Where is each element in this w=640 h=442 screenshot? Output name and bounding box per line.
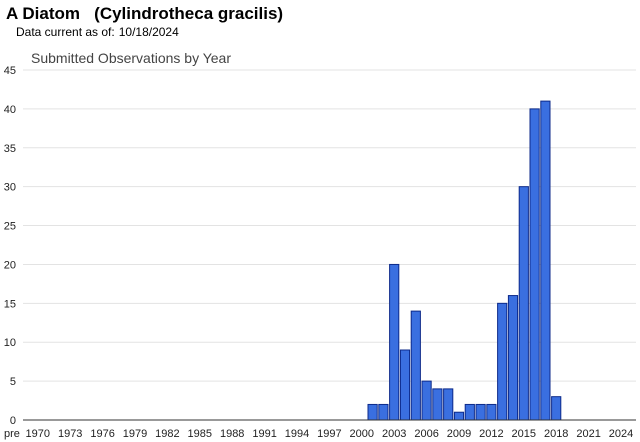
x-tick-label: 2003	[382, 428, 406, 440]
data-current-date: 10/18/2024	[118, 25, 179, 39]
bar-2016	[529, 108, 540, 421]
bar-2007	[432, 388, 443, 421]
bar-2009	[453, 411, 465, 421]
x-tick-label: 2021	[576, 428, 600, 440]
x-tick-label: pre	[4, 428, 20, 440]
bar-2017	[540, 100, 551, 421]
x-tick-label: 1976	[90, 428, 114, 440]
y-tick-label: 40	[4, 104, 16, 116]
bar-2004	[399, 349, 411, 421]
bar-2015	[518, 186, 529, 421]
y-tick-label: 5	[10, 376, 16, 388]
x-tick-label: 1973	[58, 428, 82, 440]
chart-title: Submitted Observations by Year	[31, 50, 231, 66]
bar-2013	[497, 302, 508, 421]
bar-2005	[410, 310, 421, 421]
x-tick-label: 1979	[123, 428, 147, 440]
y-tick-label: 35	[4, 143, 16, 155]
x-tick-label: 2000	[350, 428, 374, 440]
page-title: A Diatom (Cylindrotheca gracilis)	[6, 4, 284, 23]
x-tick-label: 1970	[26, 428, 50, 440]
y-tick-label: 45	[4, 65, 16, 77]
bar-2011	[475, 403, 486, 421]
bar-2002	[378, 403, 389, 421]
y-tick-label: 25	[4, 221, 16, 233]
y-tick-label: 30	[4, 182, 16, 194]
x-tick-label: 1988	[220, 428, 244, 440]
data-current-line: Data current as of: 10/18/2024	[16, 25, 179, 39]
bar-2012	[486, 403, 497, 421]
x-tick-label: 1985	[188, 428, 212, 440]
x-tick-label: 2006	[414, 428, 438, 440]
x-tick-label: 2024	[609, 428, 633, 440]
x-tick-label: 1994	[285, 428, 309, 440]
y-tick-label: 20	[4, 259, 16, 271]
y-tick-label: 15	[4, 298, 16, 310]
bar-2001	[367, 403, 378, 421]
bar-2006	[421, 380, 432, 421]
bar-2018	[551, 396, 562, 421]
x-tick-label: 2018	[544, 428, 568, 440]
x-tick-label: 2009	[447, 428, 471, 440]
x-tick-label: 1982	[155, 428, 179, 440]
x-tick-label: 1991	[252, 428, 276, 440]
bar-2014	[507, 295, 519, 421]
x-tick-label: 2012	[479, 428, 503, 440]
y-tick-label: 10	[4, 337, 16, 349]
x-tick-label: 1997	[317, 428, 341, 440]
y-tick-label: 0	[10, 415, 16, 427]
bar-2003	[389, 263, 400, 421]
bar-2008	[443, 388, 454, 421]
x-tick-label: 2015	[512, 428, 536, 440]
bar-2010	[464, 403, 475, 421]
data-current-label: Data current as of:	[16, 25, 115, 39]
